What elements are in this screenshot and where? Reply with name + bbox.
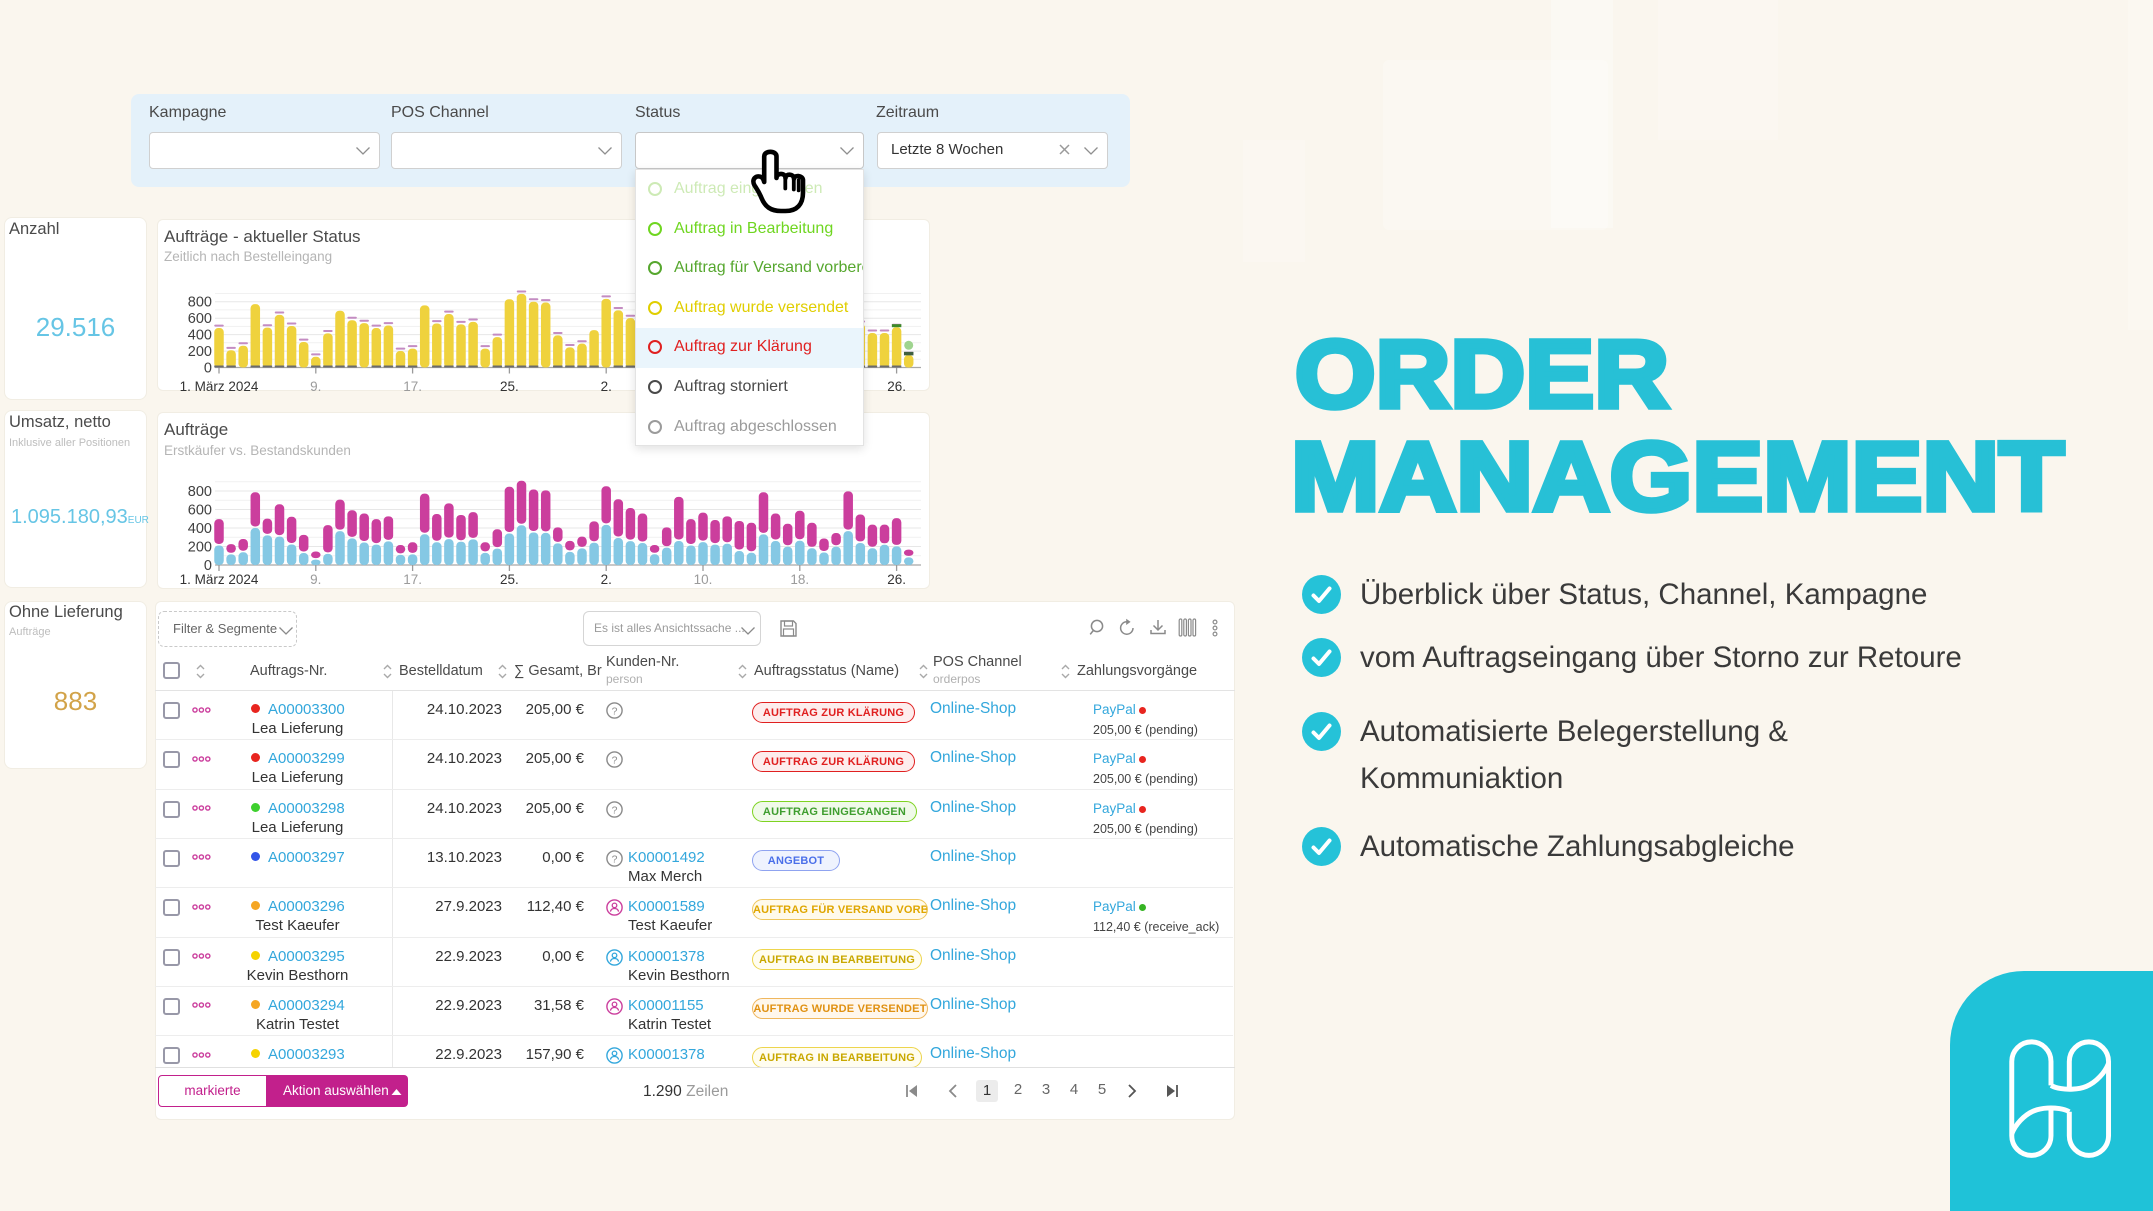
svg-text:25.: 25. — [500, 379, 519, 392]
svg-text:0: 0 — [204, 361, 212, 377]
svg-text:2.: 2. — [601, 572, 612, 587]
svg-text:25.: 25. — [500, 572, 519, 587]
svg-text:9.: 9. — [310, 379, 321, 392]
svg-text:26.: 26. — [887, 572, 906, 587]
svg-text:26.: 26. — [887, 379, 906, 392]
svg-text:17.: 17. — [403, 572, 422, 587]
svg-text:400: 400 — [188, 521, 212, 537]
svg-text:200: 200 — [188, 344, 212, 360]
svg-text:0: 0 — [204, 558, 212, 574]
svg-text:200: 200 — [188, 540, 212, 556]
svg-text:400: 400 — [188, 328, 212, 344]
svg-text:?: ? — [612, 755, 618, 767]
svg-text:MANAGEMENT: MANAGEMENT — [1291, 422, 2064, 530]
svg-text:10.: 10. — [694, 572, 713, 587]
svg-text:800: 800 — [188, 295, 212, 311]
svg-text:1. März 2024: 1. März 2024 — [180, 379, 259, 392]
svg-text:?: ? — [612, 804, 618, 816]
svg-text:ORDER: ORDER — [1295, 321, 1669, 428]
svg-text:600: 600 — [188, 311, 212, 327]
svg-text:18.: 18. — [790, 572, 809, 587]
svg-text:17.: 17. — [403, 379, 422, 392]
svg-text:?: ? — [612, 705, 618, 717]
svg-text:?: ? — [612, 853, 618, 865]
svg-text:1. März 2024: 1. März 2024 — [180, 572, 259, 587]
svg-text:2.: 2. — [601, 379, 612, 392]
svg-text:9.: 9. — [310, 572, 321, 587]
svg-text:600: 600 — [188, 503, 212, 519]
svg-text:800: 800 — [188, 484, 212, 500]
